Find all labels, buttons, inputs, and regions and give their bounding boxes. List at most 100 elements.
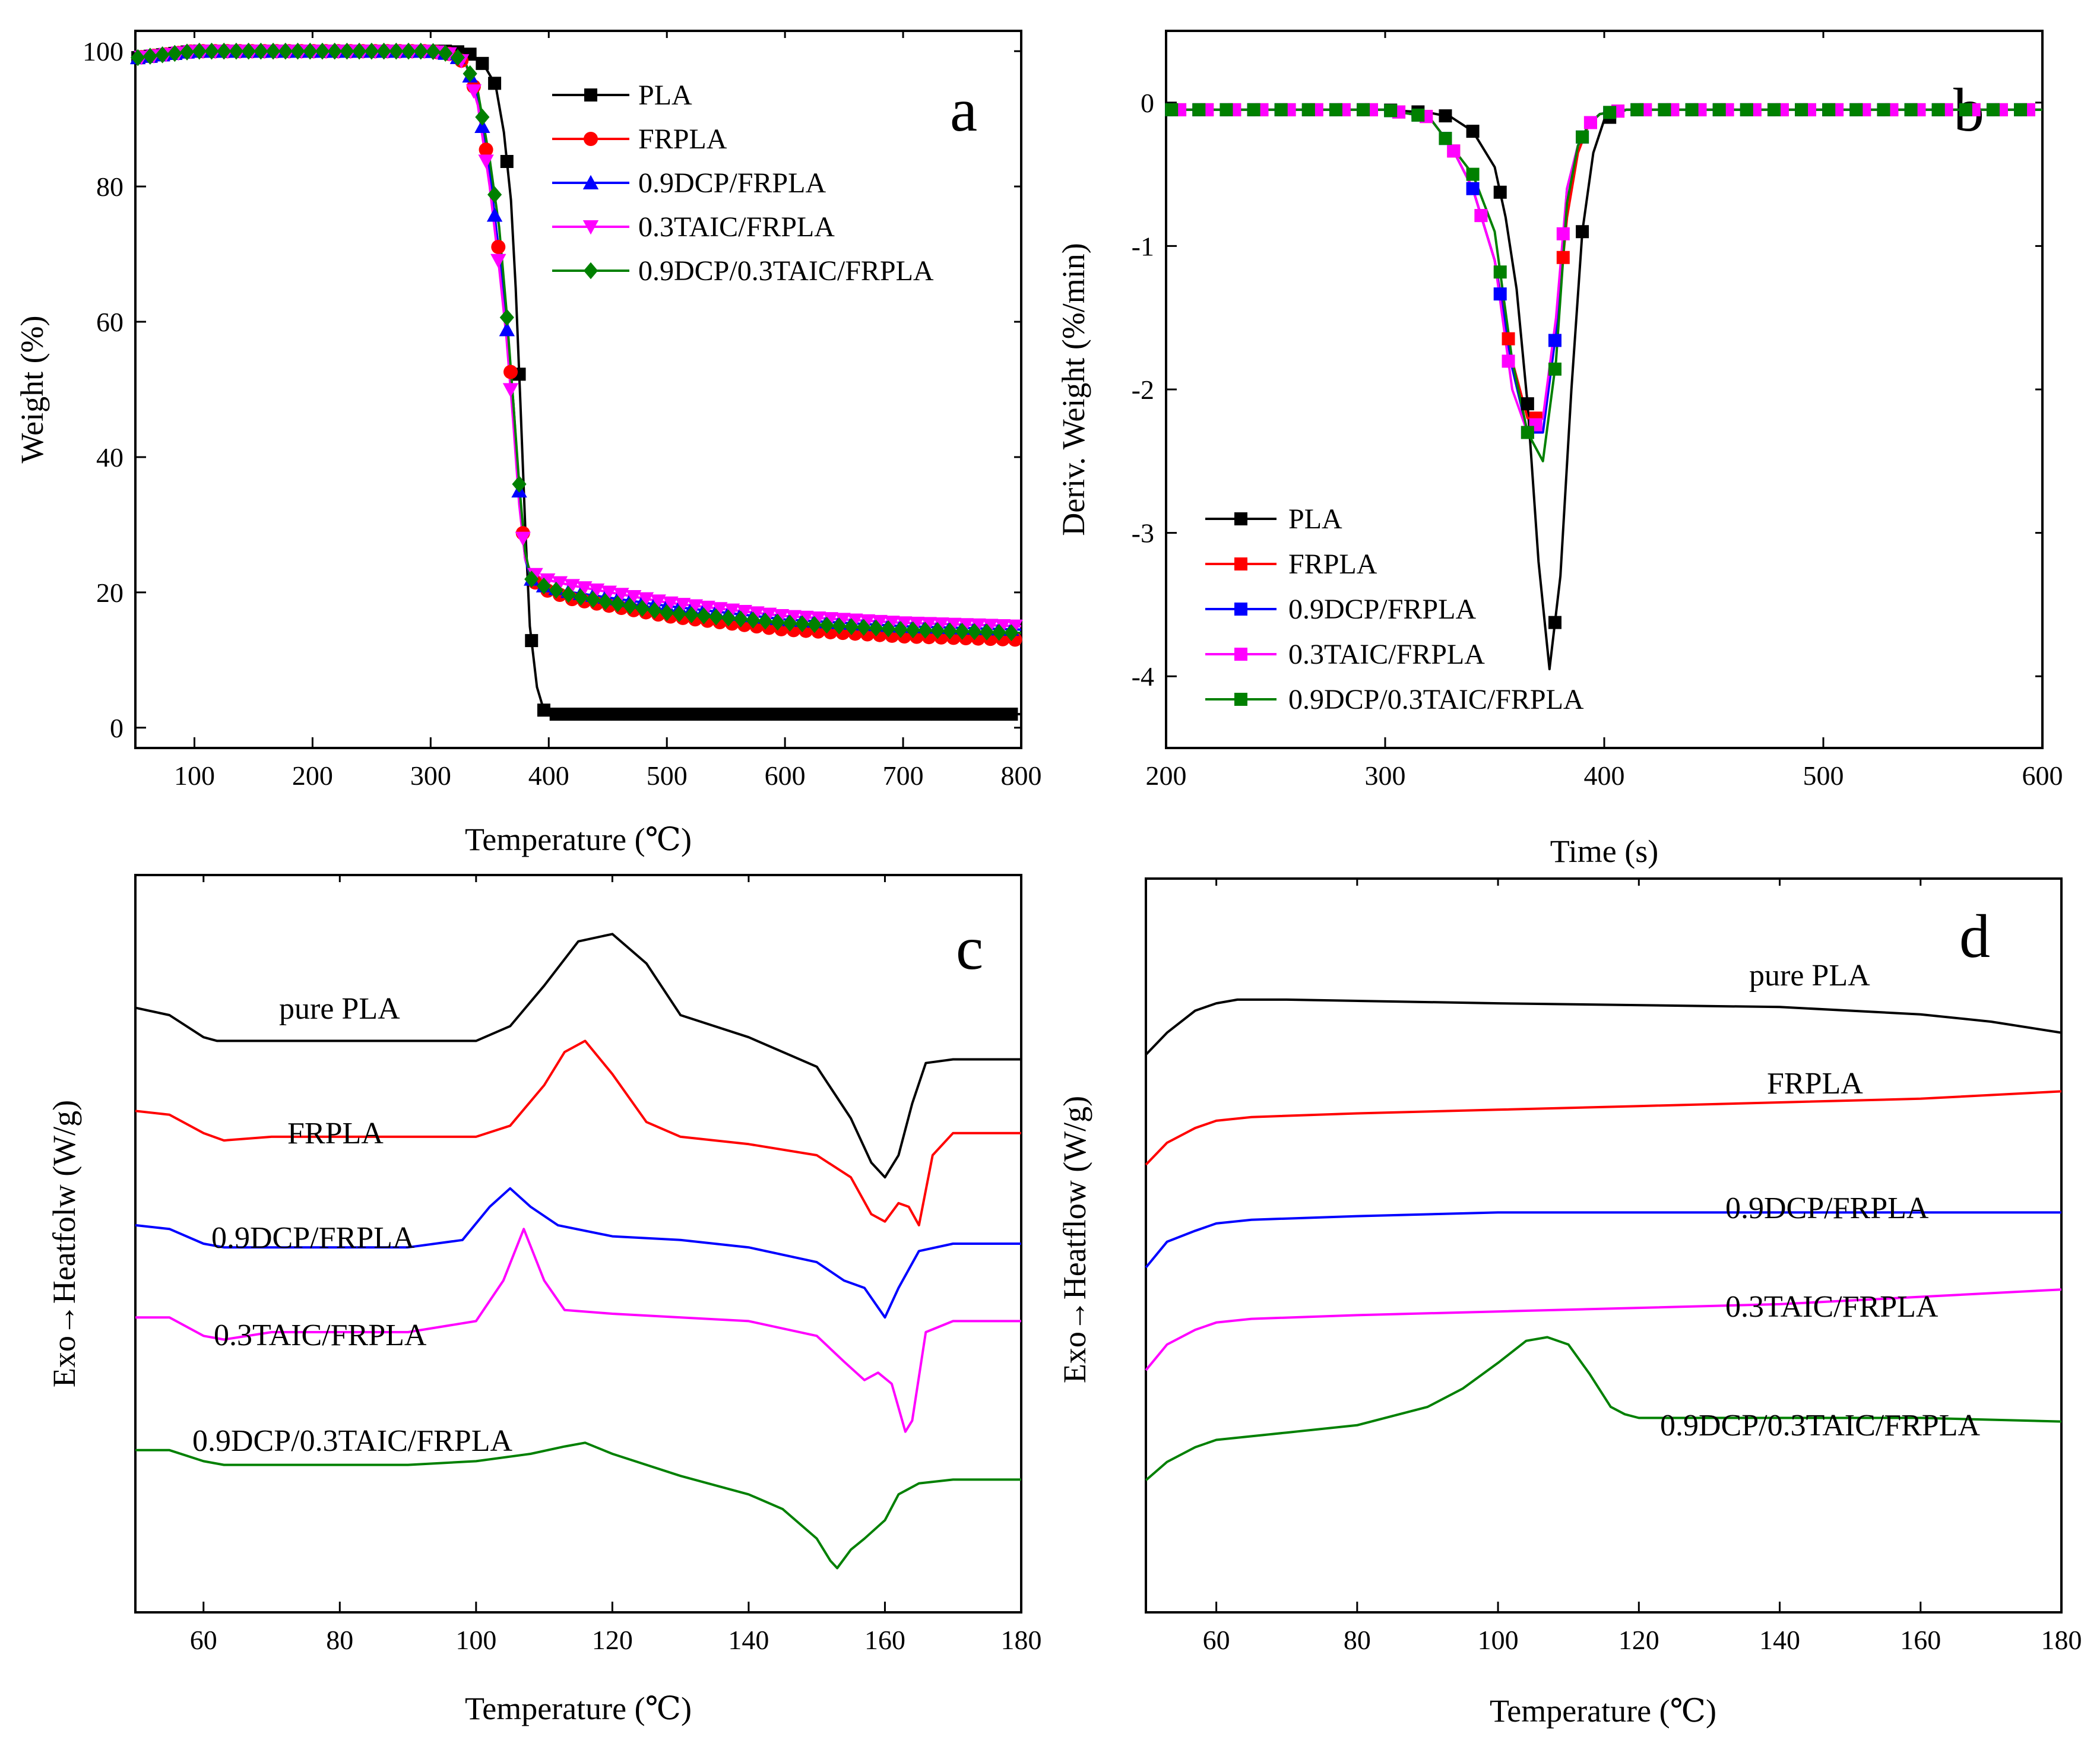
panel-a-series-4-marker-67 [955, 623, 970, 640]
panel-a-series-0-marker-51 [758, 708, 772, 721]
panel-b-series-4-marker-8 [1384, 104, 1398, 118]
panel-a-series-4-marker-49 [733, 610, 748, 628]
panel-c-x-axis-label: Temperature (℃) [465, 1691, 692, 1726]
panel-a-series-3-marker-65 [933, 617, 949, 632]
panel-b-series-0-line [1166, 108, 2042, 671]
panel-a-series-4-marker-4 [179, 43, 195, 61]
legend-a-pla: PLA [638, 80, 692, 111]
panel-b-series-4-marker-22 [1767, 103, 1781, 116]
panel-a-tga: a Temperature (℃) Weight (%) 100 200 300 40… [14, 30, 1042, 857]
panel-a-xtick-label-2: 300 [410, 760, 451, 791]
panel-c-series-4-line [135, 1441, 1021, 1570]
panel-a-series-0-marker-42 [648, 708, 661, 721]
panel-a-x-axis-label: Temperature (℃) [465, 822, 692, 857]
panel-a-series-0-marker-63 [906, 708, 920, 721]
panel-a-series-0-line [135, 50, 1021, 715]
panel-d-series [1145, 998, 2062, 1482]
panel-a-series-4-marker-33 [536, 577, 552, 595]
panel-d-series-3-line [1145, 1288, 2062, 1371]
panel-a-series-1-marker-28 [479, 142, 493, 157]
panel-a-series-4-marker-58 [844, 618, 859, 635]
panel-b-x-axis-label: Time (s) [1550, 833, 1659, 869]
panel-a-series-3-marker-35 [564, 579, 580, 594]
panel-b-series-4-marker-5 [1301, 103, 1315, 116]
panel-b-series-3-marker-14 [1556, 227, 1570, 240]
panel-b-series-4-marker-28 [1931, 103, 1945, 116]
panel-a-series-0-marker-70 [992, 708, 1006, 721]
panel-a-series-3-marker-38 [601, 585, 617, 600]
panel-c-xtick-label-6: 180 [1001, 1625, 1042, 1655]
curve-label-c-both: 0.9DCP/0.3TAIC/FRPLA [192, 1424, 512, 1458]
panel-c-series-3-line [135, 1228, 1021, 1433]
panel-a-series-4-marker-7 [217, 42, 232, 60]
panel-a-series-0-marker-38 [598, 708, 612, 721]
panel-a-series-0-marker-45 [685, 708, 698, 721]
panel-a-series-3-marker-61 [884, 616, 900, 630]
panel-b-series-4-marker-26 [1877, 103, 1890, 116]
panel-a-series-4-marker-59 [856, 619, 871, 636]
panel-a-series-3-marker-37 [588, 583, 605, 598]
panel-a-ytick-label-0: 0 [110, 713, 123, 743]
panel-b-series-4-marker-16 [1603, 106, 1617, 119]
panel-c-dsc: c Temperature (℃) Exo→Heatfolw (W/g) 60 8… [46, 874, 1042, 1726]
panel-b-series [1165, 103, 2042, 706]
panel-a-series-1-marker-30 [503, 364, 518, 379]
panel-b-series-4-marker-1 [1192, 103, 1206, 116]
panel-a-series-4-marker-17 [340, 42, 354, 60]
panel-b-legend: PLA FRPLA 0.9DCP/FRPLA 0.3TAIC/FRPLA 0.9… [1288, 503, 1584, 715]
panel-a-series-4-marker-52 [770, 613, 785, 631]
panel-b-xtick-label-3: 500 [1803, 760, 1844, 791]
panel-a-series-4-marker-42 [647, 602, 662, 619]
panel-a-series-4-marker-13 [290, 42, 305, 60]
panel-a-series-4-marker-35 [561, 586, 576, 603]
panel-a-series-4-marker-27 [463, 65, 477, 83]
panel-a-series-0-marker-55 [807, 708, 821, 721]
panel-b-series-4-line [1166, 108, 2042, 462]
panel-a-xtick-label-3: 400 [528, 760, 569, 791]
panel-a-series-3-marker-36 [577, 581, 593, 596]
panel-a-series-3-marker-57 [835, 613, 851, 627]
panel-d-series-2-line [1145, 1211, 2061, 1269]
panel-a-series-0-marker-52 [771, 708, 784, 721]
panel-a-series-3-marker-47 [712, 602, 728, 617]
legend-b-dcp: 0.9DCP/FRPLA [1288, 594, 1476, 625]
legend-b-both: 0.9DCP/0.3TAIC/FRPLA [1288, 684, 1584, 715]
panel-a-series-3-marker-63 [908, 616, 925, 632]
panel-a-series-0-marker-71 [1005, 708, 1018, 721]
panel-a-series-4-marker-24 [426, 43, 441, 61]
panel-b-series-0-marker-15 [1576, 225, 1589, 239]
panel-a-series-0-marker-66 [943, 708, 956, 721]
panel-b-series-4-marker-9 [1411, 108, 1425, 122]
legend-a-dcp: 0.9DCP/FRPLA [638, 167, 826, 199]
panel-b-series-0-marker-12 [1493, 185, 1507, 199]
panel-a-series-3-marker-48 [724, 603, 740, 618]
panel-a-series-3-marker-34 [552, 576, 568, 591]
panel-b-xtick-label-1: 300 [1365, 760, 1406, 791]
panel-b-ytick-label-4: -4 [1132, 661, 1154, 692]
panel-a-series-4-marker-46 [696, 607, 711, 625]
panel-a-series-3-marker-68 [970, 618, 986, 633]
panel-b-dtg: b Time (s) Deriv. Weight (%/min) 2003004… [1056, 30, 2063, 869]
panel-a-series-2-marker-29 [486, 207, 503, 222]
panel-a-legend-marker-3 [582, 220, 599, 235]
panel-a-series-4-marker-53 [783, 614, 797, 632]
panel-a-series-3-marker-27 [465, 84, 482, 99]
panel-c-series-0-line [135, 933, 1021, 1179]
panel-a-series-0-marker-67 [955, 708, 969, 721]
panel-a-series-4-marker-0 [131, 49, 145, 66]
panel-a-series-0-marker-28 [476, 56, 489, 70]
panel-a-series-3-marker-45 [687, 599, 704, 614]
panel-b-series-2-marker-14 [1548, 334, 1561, 347]
panel-a-series-0-marker-36 [574, 708, 588, 721]
panel-a-series-0-marker-57 [832, 708, 846, 721]
panel-a-series-0-marker-43 [660, 708, 674, 721]
panel-a-series-0-marker-58 [845, 708, 859, 721]
panel-a-series-4-marker-50 [746, 611, 761, 629]
panel-a-xtick-label-4: 500 [647, 760, 688, 791]
panel-a-series-4-marker-14 [303, 42, 318, 60]
panel-a-series-0-marker-34 [549, 708, 563, 721]
panel-a-series-0-marker-54 [796, 708, 809, 721]
panel-b-series-4-marker-14 [1548, 362, 1561, 376]
panel-d-xtick-label-1: 80 [1344, 1625, 1371, 1655]
panel-a-series-4-marker-19 [364, 42, 379, 60]
